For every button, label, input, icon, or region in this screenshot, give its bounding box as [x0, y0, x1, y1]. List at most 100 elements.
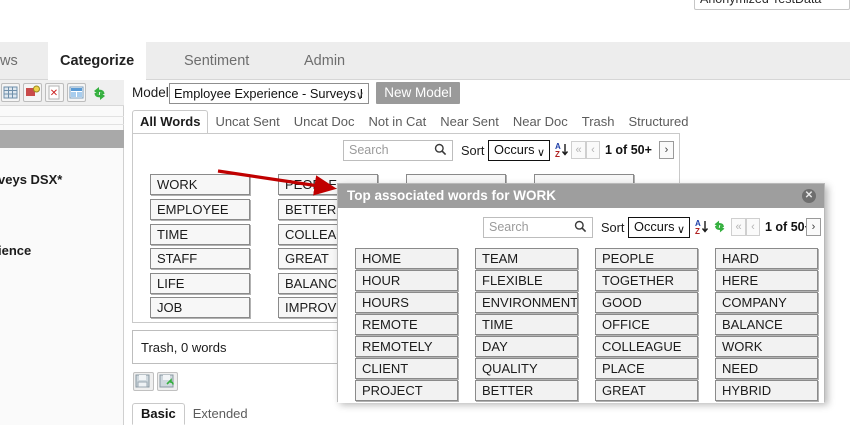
grid-icon[interactable] — [1, 83, 20, 102]
pointer-arrow — [217, 169, 337, 196]
sort-az-icon[interactable]: A Z — [554, 141, 569, 161]
dialog-search-placeholder: Search — [489, 220, 529, 234]
assoc-word-chip[interactable]: HERE — [715, 270, 818, 291]
assoc-word-chip[interactable]: TEAM — [475, 248, 578, 269]
chevron-down-icon: ∨ — [676, 224, 685, 236]
delete-doc-icon[interactable]: ✕ — [45, 83, 64, 102]
assoc-word-chip[interactable]: WORK — [715, 336, 818, 357]
magnifier-icon[interactable] — [574, 220, 587, 238]
nav-tab-ws[interactable]: ws — [0, 53, 18, 69]
assoc-word-chip[interactable]: ENVIRONMENT — [475, 292, 578, 313]
assoc-word-chip[interactable]: COLLEAGUE — [595, 336, 698, 357]
assoc-word-chip[interactable]: FLEXIBLE — [475, 270, 578, 291]
word-chip[interactable]: TIME — [150, 224, 250, 245]
next-page-button[interactable]: › — [659, 141, 674, 159]
tab-basic[interactable]: Basic — [132, 403, 185, 425]
dialog-first-page-button[interactable]: « — [731, 218, 746, 236]
nav-tab-sentiment[interactable]: Sentiment — [184, 53, 250, 69]
word-chip[interactable]: LIFE — [150, 273, 250, 294]
chevron-down-icon: ∨ — [355, 90, 364, 102]
model-label: Model: — [132, 85, 173, 100]
tab-uncat-sent[interactable]: Uncat Sent — [215, 114, 280, 129]
nav-tab-categorize[interactable]: Categorize — [48, 42, 147, 80]
svg-text:A: A — [695, 219, 701, 228]
svg-text:Z: Z — [555, 150, 560, 159]
tab-near-doc[interactable]: Near Doc — [512, 114, 568, 129]
dialog-sort-select[interactable]: Occurs ∨ — [628, 217, 690, 238]
anonymized-testdata-field[interactable]: Anonymized TestData — [694, 0, 850, 10]
sidebar-section-header — [0, 130, 124, 148]
close-icon[interactable]: ✕ — [802, 189, 816, 203]
assoc-word-chip[interactable]: TOGETHER — [595, 270, 698, 291]
category-tabs: All Words Uncat Sent Uncat Doc Not in Ca… — [132, 110, 695, 134]
nav-tab-admin[interactable]: Admin — [304, 53, 346, 69]
assoc-word-chip[interactable]: HOUR — [355, 270, 458, 291]
assoc-word-chip[interactable]: REMOTE — [355, 314, 458, 335]
dialog-next-page-button[interactable]: › — [806, 218, 821, 236]
assoc-word-chip[interactable]: HARD — [715, 248, 818, 269]
sidebar-divider-1 — [0, 116, 124, 117]
assoc-word-chip[interactable]: GOOD — [595, 292, 698, 313]
prev-page-button[interactable]: ‹ — [586, 141, 600, 159]
assoc-word-chip[interactable]: HOME — [355, 248, 458, 269]
svg-text:Z: Z — [695, 227, 700, 236]
magnifier-icon[interactable] — [434, 143, 447, 161]
assoc-word-chip[interactable]: PLACE — [595, 358, 698, 379]
first-page-button[interactable]: « — [571, 141, 586, 159]
dialog-search-input[interactable]: Search — [483, 217, 593, 238]
tag-icon[interactable] — [23, 83, 42, 102]
tab-structured[interactable]: Structured — [628, 114, 689, 129]
tab-all-words[interactable]: All Words — [132, 110, 209, 134]
assoc-word-chip[interactable]: PEOPLE — [595, 248, 698, 269]
svg-text:A: A — [555, 142, 561, 151]
tab-not-in-cat[interactable]: Not in Cat — [368, 114, 427, 129]
sidebar-model-label[interactable]: ience — [0, 243, 32, 258]
assoc-word-chip[interactable]: NEED — [715, 358, 818, 379]
assoc-word-chip[interactable]: PROJECT — [355, 380, 458, 401]
refresh-icon[interactable] — [711, 218, 728, 238]
sidebar-toolbar: ✕ — [0, 80, 124, 106]
assoc-word-chip[interactable]: BETTER — [475, 380, 578, 401]
assoc-word-chip[interactable]: BALANCE — [715, 314, 818, 335]
word-chip[interactable]: JOB — [150, 297, 250, 318]
refresh-icon[interactable] — [89, 83, 108, 102]
associated-words-dialog: Top associated words for WORK ✕ Search S… — [337, 183, 825, 403]
tab-extended[interactable]: Extended — [192, 406, 248, 421]
new-model-button[interactable]: New Model — [376, 82, 460, 104]
sort-select[interactable]: Occurs ∨ — [488, 140, 550, 161]
dialog-sort-label: Sort — [601, 220, 625, 235]
assoc-word-chip[interactable]: QUALITY — [475, 358, 578, 379]
dialog-body: Search Sort Occurs ∨ A Z « ‹ — [338, 208, 824, 403]
save-icon[interactable] — [133, 372, 154, 391]
word-chip[interactable]: EMPLOYEE — [150, 199, 250, 220]
assoc-word-chip[interactable]: COMPANY — [715, 292, 818, 313]
save-as-icon[interactable] — [157, 372, 178, 391]
assoc-word-chip[interactable]: DAY — [475, 336, 578, 357]
assoc-word-chip[interactable]: HYBRID — [715, 380, 818, 401]
assoc-word-chip[interactable]: TIME — [475, 314, 578, 335]
tab-uncat-doc[interactable]: Uncat Doc — [293, 114, 355, 129]
tab-trash[interactable]: Trash — [581, 114, 615, 129]
tab-near-sent[interactable]: Near Sent — [440, 114, 499, 129]
dialog-title-bar: Top associated words for WORK ✕ — [338, 184, 824, 208]
chevron-down-icon: ∨ — [536, 147, 545, 159]
model-select-value: Employee Experience - Surveys I — [174, 86, 364, 101]
dialog-page-count: 1 of 50+ — [765, 220, 812, 234]
model-select[interactable]: Employee Experience - Surveys I ∨ — [169, 83, 369, 104]
assoc-word-chip[interactable]: HOURS — [355, 292, 458, 313]
report-icon[interactable] — [67, 83, 86, 102]
assoc-word-chip[interactable]: OFFICE — [595, 314, 698, 335]
assoc-word-chip[interactable]: REMOTELY — [355, 336, 458, 357]
assoc-word-chip[interactable]: CLIENT — [355, 358, 458, 379]
sidebar-project-label[interactable]: veys DSX* — [0, 172, 63, 187]
sort-az-icon[interactable]: A Z — [694, 218, 709, 238]
search-placeholder: Search — [349, 143, 389, 157]
search-input[interactable]: Search — [343, 140, 453, 161]
assoc-word-chip[interactable]: GREAT — [595, 380, 698, 401]
svg-text:✕: ✕ — [50, 88, 58, 99]
word-chip[interactable]: WORK — [150, 174, 250, 195]
dialog-prev-page-button[interactable]: ‹ — [746, 218, 760, 236]
sidebar-divider-2 — [0, 124, 124, 125]
word-chip[interactable]: STAFF — [150, 248, 250, 269]
